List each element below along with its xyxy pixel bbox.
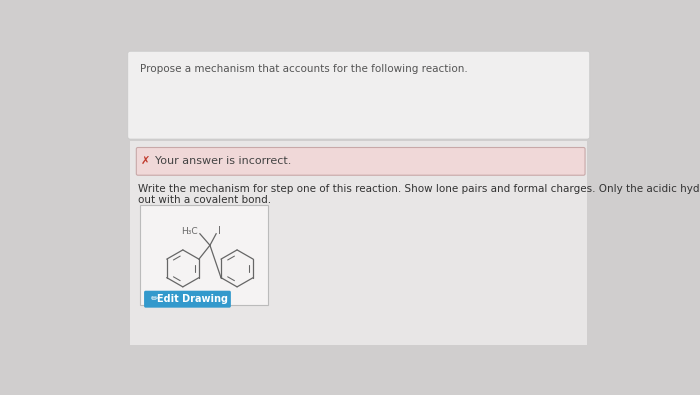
Text: I: I (218, 226, 221, 237)
Text: ✗: ✗ (141, 156, 150, 166)
Text: Your answer is incorrect.: Your answer is incorrect. (155, 156, 291, 166)
Text: ✏: ✏ (151, 295, 159, 304)
FancyBboxPatch shape (130, 141, 587, 345)
FancyBboxPatch shape (128, 51, 589, 139)
Text: Propose a mechanism that accounts for the following reaction.: Propose a mechanism that accounts for th… (140, 64, 468, 74)
Text: out with a covalent bond.: out with a covalent bond. (138, 195, 271, 205)
Text: Edit Drawing: Edit Drawing (157, 294, 228, 304)
Text: Write the mechanism for step one of this reaction. Show lone pairs and formal ch: Write the mechanism for step one of this… (138, 184, 700, 194)
Text: H₃C: H₃C (181, 227, 197, 236)
FancyBboxPatch shape (140, 205, 268, 305)
FancyBboxPatch shape (144, 291, 231, 308)
FancyBboxPatch shape (136, 147, 585, 175)
